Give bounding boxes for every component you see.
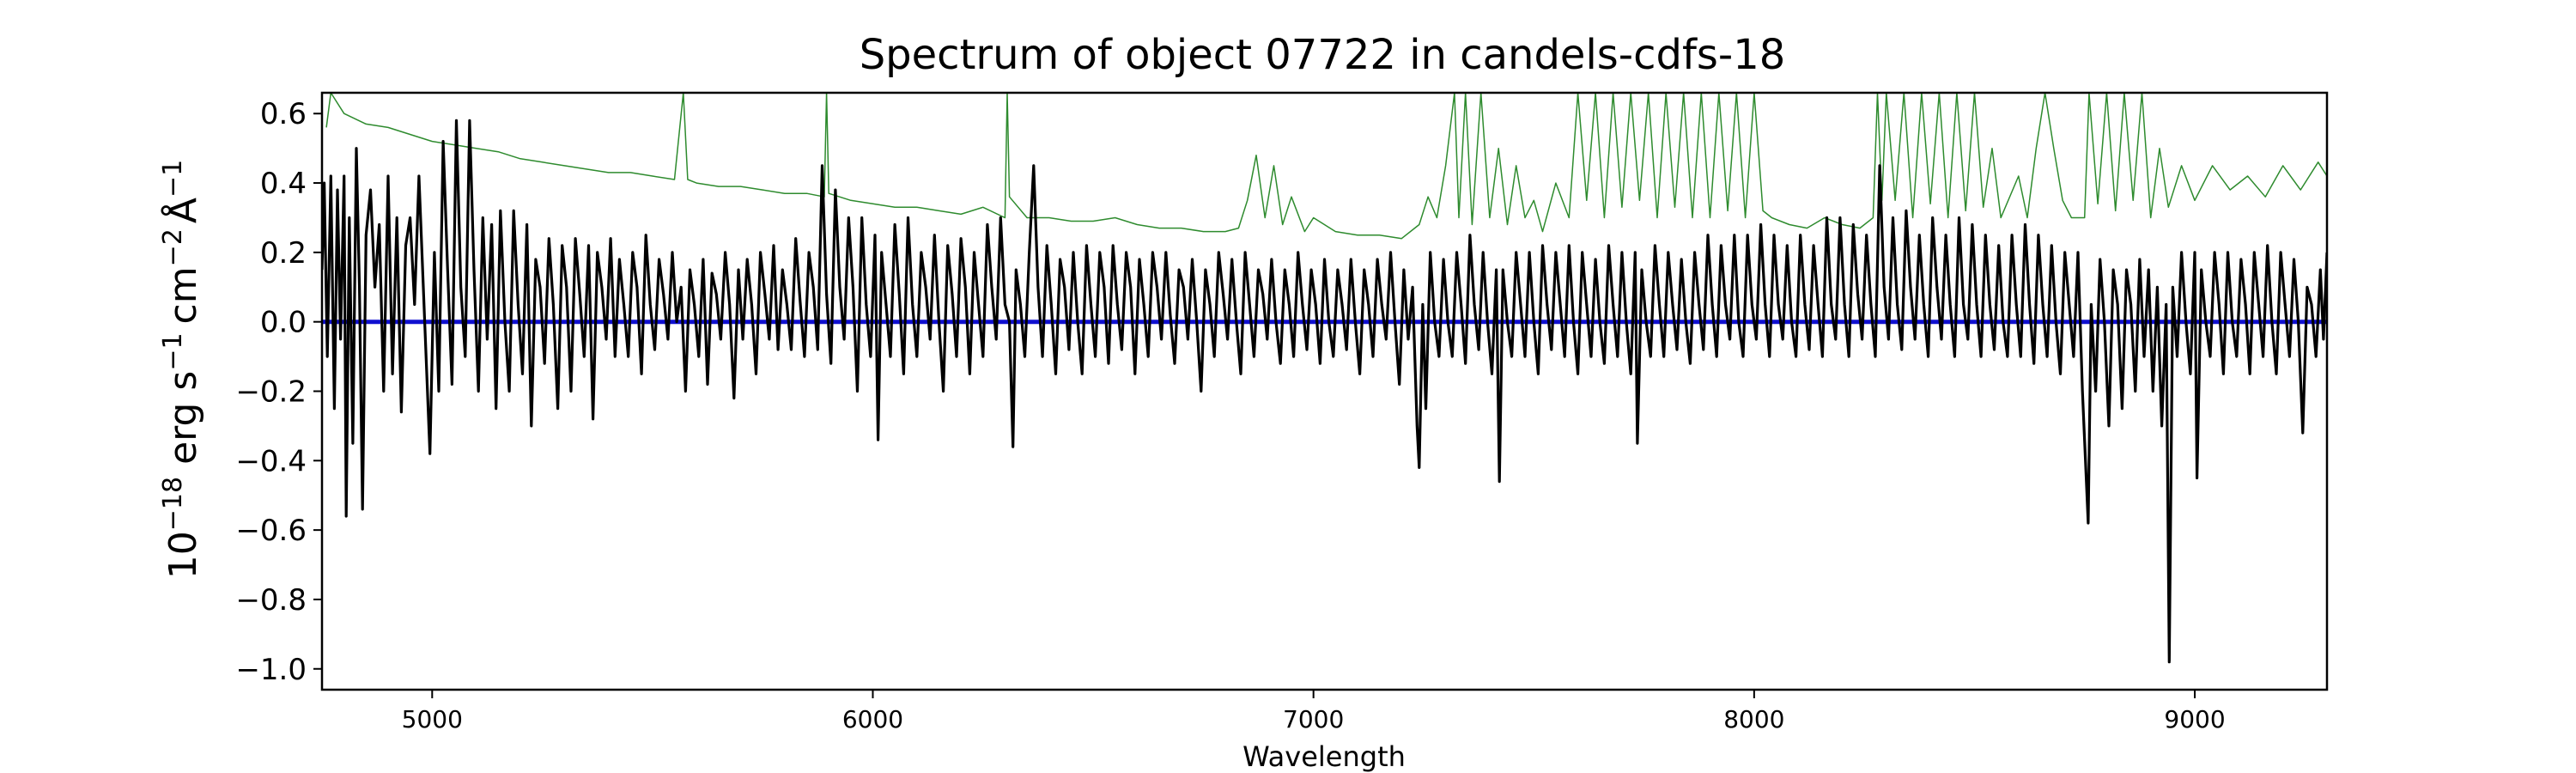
series-line-1 [325, 93, 2327, 240]
x-tick-label: 8000 [1723, 705, 1784, 733]
y-label-unit1: erg s [161, 371, 205, 465]
y-label-unit1-exp: −1 [158, 332, 188, 370]
y-tick-label: −0.6 [235, 514, 307, 548]
y-label-base: 10 [161, 531, 205, 579]
y-tick-label: −0.8 [235, 583, 307, 618]
y-tick-label: 0.0 [260, 306, 307, 340]
y-tick-label: −1.0 [235, 653, 307, 687]
x-tick-label: 9000 [2164, 705, 2225, 733]
series-line-3 [322, 119, 2327, 664]
y-tick-label: 0.2 [260, 236, 307, 271]
x-tick-label: 5000 [402, 705, 463, 733]
y-label-unit2: cm [161, 266, 205, 324]
x-axis-label: Wavelength [1242, 740, 1406, 773]
y-label-unit3-exp: −1 [158, 160, 188, 198]
y-label-base-exp: −18 [158, 477, 188, 531]
y-axis-label: 10−18erg s−1cm−2Å−1 [158, 160, 206, 579]
y-tick-label: 0.4 [260, 167, 307, 201]
plot-frame [320, 91, 2329, 691]
y-label-unit2-exp: −2 [158, 228, 188, 266]
x-tick-label: 7000 [1283, 705, 1344, 733]
y-tick-label: 0.6 [260, 97, 307, 131]
x-axis: 5000 6000 7000 8000 9000 [402, 690, 2226, 733]
chart-title: Spectrum of object 07722 in candels-cdfs… [860, 31, 1786, 79]
y-tick-label: −0.4 [235, 444, 307, 478]
x-tick-label: 6000 [842, 705, 903, 733]
y-label-unit3: Å [160, 198, 205, 223]
series-layer [322, 93, 2327, 664]
y-tick-label: −0.2 [235, 375, 307, 410]
y-axis: −1.0 −0.8 −0.6 −0.4 −0.2 0.0 0.2 0.4 0.6 [235, 97, 322, 687]
